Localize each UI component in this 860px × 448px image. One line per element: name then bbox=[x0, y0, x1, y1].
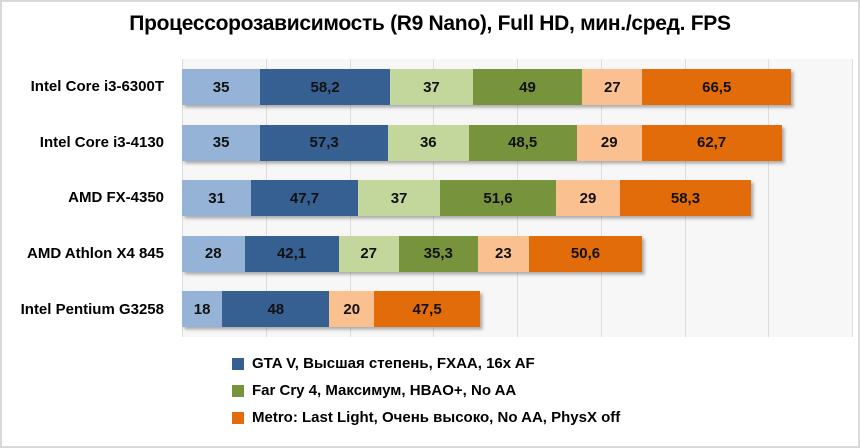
bar-segment: 23 bbox=[477, 235, 530, 272]
bar-segment: 49 bbox=[472, 69, 583, 105]
bar-segment: 51,6 bbox=[440, 180, 556, 217]
value-label: 37 bbox=[390, 189, 408, 207]
bar-segment: 42,1 bbox=[244, 235, 339, 272]
bar-stack: 35 58,2 37 49 27 66,5 bbox=[182, 69, 791, 105]
bar-row: 18 48 20 47,5 bbox=[182, 281, 852, 337]
value-label: 27 bbox=[360, 245, 378, 263]
bar-stack: 35 57,3 36 48,5 29 62,7 bbox=[182, 124, 782, 161]
legend-swatch-metro-icon bbox=[232, 411, 244, 424]
value-label: 36 bbox=[419, 134, 437, 152]
value-label: 50,6 bbox=[570, 245, 601, 263]
category-label: Intel Core i3-6300T bbox=[30, 78, 164, 96]
gridline bbox=[768, 59, 770, 337]
legend-label: GTA V, Высшая степень, FXAA, 16x AF bbox=[252, 355, 535, 372]
plot-area: 35 58,2 37 49 27 66,5 35 57,3 36 48,5 29 62,7 31 47,7… bbox=[182, 59, 853, 337]
bar-segment: 47,7 bbox=[251, 180, 358, 217]
bar-row: 35 58,2 37 49 27 66,5 bbox=[182, 59, 852, 115]
bar-segment: 31 bbox=[182, 180, 252, 217]
category-axis: Intel Core i3-6300T Intel Core i3-4130 AMD… bbox=[2, 59, 173, 337]
bar-segment: 35 bbox=[182, 124, 261, 161]
bar-segment: 48 bbox=[222, 291, 330, 328]
bar-segment: 27 bbox=[582, 69, 643, 105]
value-label: 29 bbox=[600, 134, 618, 152]
value-label: 57,3 bbox=[309, 134, 339, 152]
bar-segment: 29 bbox=[555, 180, 621, 217]
value-label: 35 bbox=[212, 134, 230, 152]
bar-segment: 47,5 bbox=[374, 291, 481, 328]
value-label: 28 bbox=[204, 245, 222, 263]
value-label: 49 bbox=[519, 78, 536, 96]
bar-segment: 18 bbox=[182, 291, 223, 328]
value-label: 37 bbox=[423, 78, 440, 96]
value-label: 35,3 bbox=[423, 245, 453, 263]
value-label: 18 bbox=[193, 300, 211, 318]
bar-segment: 58,3 bbox=[620, 180, 751, 217]
bar-row: 31 47,7 37 51,6 29 58,3 bbox=[182, 170, 852, 226]
legend-label: Far Cry 4, Максимум, HBAO+, No AA bbox=[252, 382, 517, 399]
value-label: 29 bbox=[579, 189, 597, 207]
value-label: 58,3 bbox=[670, 189, 701, 207]
value-label: 58,2 bbox=[310, 78, 340, 96]
bar-row: 35 57,3 36 48,5 29 62,7 bbox=[182, 115, 852, 171]
category-label: Intel Core i3-4130 bbox=[39, 133, 164, 151]
bar-segment: 58,2 bbox=[260, 69, 391, 105]
value-label: 27 bbox=[603, 78, 621, 96]
legend-label: Metro: Last Light, Очень высоко, No AA, … bbox=[252, 409, 621, 426]
legend: GTA V, Высшая степень, FXAA, 16x AF Far … bbox=[232, 355, 620, 426]
bar-segment: 35 bbox=[182, 69, 261, 105]
bar-segment: 37 bbox=[357, 180, 441, 217]
category-label: AMD Athlon X4 845 bbox=[27, 245, 164, 263]
bar-stack: 18 48 20 47,5 bbox=[182, 291, 481, 328]
value-label: 51,6 bbox=[483, 189, 513, 207]
bar-segment: 50,6 bbox=[529, 235, 643, 272]
bar-segment: 35,3 bbox=[398, 235, 478, 272]
bar-segment: 20 bbox=[329, 291, 375, 328]
bar-stack: 31 47,7 37 51,6 29 58,3 bbox=[182, 180, 751, 217]
bar-segment: 27 bbox=[338, 235, 399, 272]
value-label: 42,1 bbox=[276, 245, 307, 263]
value-label: 62,7 bbox=[697, 134, 727, 152]
legend-item: GTA V, Высшая степень, FXAA, 16x AF bbox=[232, 355, 620, 372]
value-label: 47,7 bbox=[289, 189, 320, 207]
legend-item: Metro: Last Light, Очень высоко, No AA, … bbox=[232, 409, 620, 426]
bar-stack: 28 42,1 27 35,3 23 50,6 bbox=[182, 235, 643, 272]
bar-segment: 57,3 bbox=[260, 124, 389, 161]
legend-item: Far Cry 4, Максимум, HBAO+, No AA bbox=[232, 382, 620, 399]
legend-swatch-gta-icon bbox=[232, 357, 244, 370]
chart-title: Процессорозависимость (R9 Nano), Full HD… bbox=[129, 12, 731, 35]
bar-segment: 48,5 bbox=[468, 124, 577, 161]
value-label: 23 bbox=[495, 245, 512, 263]
category-label: AMD FX-4350 bbox=[68, 189, 164, 207]
bar-segment: 66,5 bbox=[642, 69, 791, 105]
value-label: 31 bbox=[208, 189, 225, 207]
bar-segment: 28 bbox=[182, 235, 245, 272]
bar-segment: 36 bbox=[388, 124, 469, 161]
value-label: 48,5 bbox=[508, 134, 538, 152]
bar-segment: 29 bbox=[576, 124, 642, 161]
gridline bbox=[852, 59, 853, 337]
bar-segment: 37 bbox=[390, 69, 473, 105]
value-label: 47,5 bbox=[412, 300, 442, 318]
bar-row: 28 42,1 27 35,3 23 50,6 bbox=[182, 226, 852, 282]
legend-swatch-farcry-icon bbox=[232, 384, 244, 397]
value-label: 20 bbox=[343, 300, 361, 318]
category-label: Intel Pentium G3258 bbox=[20, 300, 164, 318]
value-label: 48 bbox=[267, 300, 285, 318]
bar-segment: 62,7 bbox=[641, 124, 782, 161]
value-label: 66,5 bbox=[702, 78, 732, 96]
value-label: 35 bbox=[212, 78, 230, 96]
